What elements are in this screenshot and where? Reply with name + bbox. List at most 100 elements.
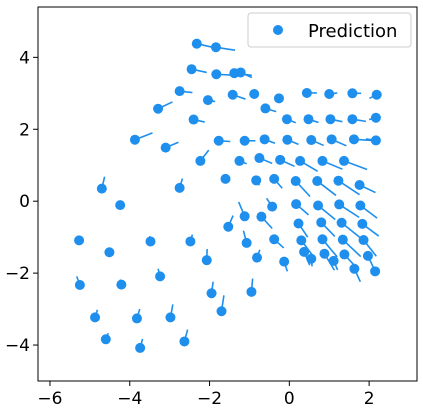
prediction-point	[74, 279, 85, 290]
prediction-point	[256, 211, 267, 222]
prediction-point	[202, 95, 213, 106]
plot-background	[38, 7, 417, 381]
prediction-point	[348, 134, 359, 145]
prediction-point	[362, 250, 373, 261]
y-tick-label: −2	[5, 264, 30, 284]
prediction-point	[325, 114, 336, 125]
prediction-point	[358, 235, 369, 246]
prediction-point	[295, 155, 306, 166]
prediction-point	[296, 235, 307, 246]
prediction-point	[328, 255, 339, 266]
prediction-point	[273, 93, 284, 104]
x-tick-label: −2	[197, 389, 222, 409]
prediction-point	[326, 134, 337, 145]
prediction-point	[269, 173, 280, 184]
prediction-point	[371, 89, 382, 100]
y-tick-label: −4	[5, 336, 30, 356]
prediction-point	[188, 114, 199, 125]
prediction-point	[210, 42, 221, 53]
x-tick-label: 0	[284, 389, 295, 409]
prediction-point	[153, 103, 164, 114]
prediction-point	[252, 252, 263, 263]
prediction-point	[354, 180, 365, 191]
x-tick-label: −6	[37, 389, 62, 409]
prediction-point	[223, 221, 234, 232]
prediction-point	[319, 248, 330, 259]
prediction-point	[234, 155, 245, 166]
prediction-point	[306, 253, 317, 264]
prediction-point	[235, 67, 246, 78]
prediction-point	[347, 88, 358, 99]
prediction-point	[313, 200, 324, 211]
prediction-point	[349, 263, 360, 274]
prediction-point	[211, 69, 222, 80]
prediction-point	[241, 237, 252, 248]
prediction-point	[324, 89, 335, 100]
prediction-point	[370, 135, 381, 146]
prediction-point	[174, 182, 185, 193]
prediction-point	[303, 114, 314, 125]
prediction-point	[185, 236, 196, 247]
prediction-point	[317, 234, 328, 245]
prediction-point	[220, 173, 231, 184]
plot-frame	[37, 6, 418, 382]
prediction-point	[259, 134, 270, 145]
prediction-point	[282, 134, 293, 145]
prediction-point	[174, 86, 185, 97]
prediction-point	[227, 89, 238, 100]
prediction-point	[216, 306, 227, 317]
prediction-point	[160, 142, 171, 153]
y-tick-label: 4	[19, 48, 30, 68]
prediction-point	[195, 155, 206, 166]
y-tick-label: 2	[19, 120, 30, 140]
prediction-point	[281, 114, 292, 125]
axes: −6 −4 −2 0 2 −4 −2 0 2 4	[5, 48, 375, 409]
prediction-point	[290, 176, 301, 187]
prediction-point	[155, 271, 166, 282]
legend: Prediction	[247, 12, 412, 48]
prediction-point	[333, 175, 344, 186]
prediction-point	[206, 288, 217, 299]
prediction-point	[239, 211, 250, 222]
prediction-point	[301, 87, 312, 98]
prediction-point	[275, 154, 286, 165]
prediction-point	[370, 112, 381, 123]
prediction-point	[293, 218, 304, 229]
prediction-point	[131, 313, 142, 324]
prediction-point	[299, 246, 310, 257]
prediction-point	[306, 135, 317, 146]
prediction-point	[291, 199, 302, 210]
legend-box	[247, 12, 412, 48]
prediction-point	[74, 235, 85, 246]
prediction-point	[96, 183, 107, 194]
prediction-point	[317, 155, 328, 166]
prediction-point	[104, 247, 115, 258]
prediction-point	[90, 312, 101, 323]
legend-label-prediction: Prediction	[308, 21, 397, 42]
prediction-point	[355, 200, 366, 211]
prediction-point	[347, 114, 358, 125]
prediction-point	[312, 176, 323, 187]
y-tick-label: 0	[19, 192, 30, 212]
prediction-point	[334, 199, 345, 210]
x-tick-label: −4	[117, 389, 142, 409]
prediction-point	[338, 155, 349, 166]
prediction-point	[116, 279, 127, 290]
prediction-point	[145, 236, 156, 247]
prediction-point	[165, 312, 176, 323]
prediction-series	[74, 38, 382, 353]
prediction-point	[135, 342, 146, 353]
prediction-point	[251, 175, 262, 186]
prediction-point	[260, 103, 271, 114]
prediction-point	[213, 135, 224, 146]
legend-marker	[273, 25, 283, 35]
prediction-point	[267, 201, 278, 212]
prediction-point	[186, 64, 197, 75]
prediction-point	[254, 153, 265, 164]
prediction-point	[179, 336, 190, 347]
prediction-point	[269, 234, 280, 245]
prediction-point	[249, 89, 260, 100]
prediction-point	[115, 200, 126, 211]
prediction-point	[246, 286, 257, 297]
